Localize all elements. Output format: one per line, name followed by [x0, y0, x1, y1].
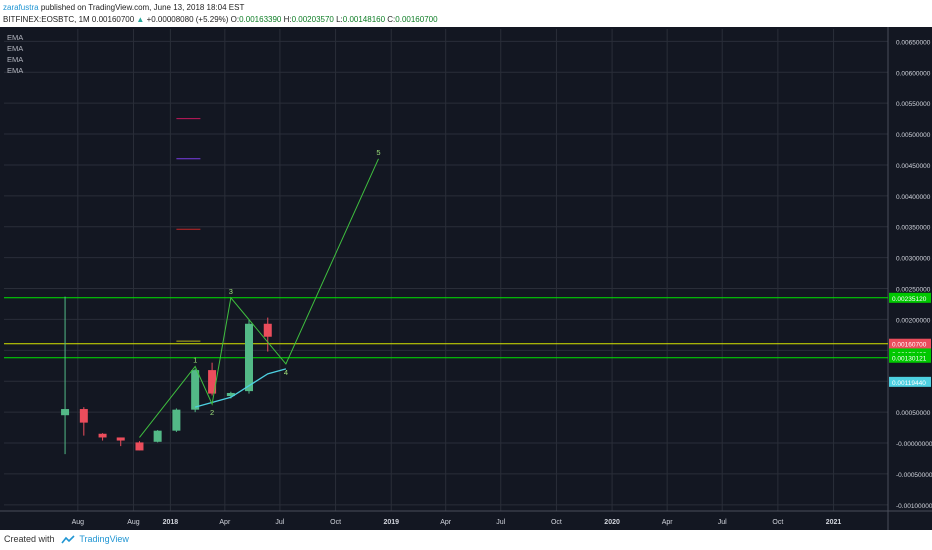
author-link[interactable]: zarafustra	[3, 3, 39, 12]
x-tick-label: Apr	[219, 519, 231, 526]
low-value: 0.00148160	[342, 15, 386, 24]
x-tick-label: Aug	[72, 519, 85, 526]
x-tick-label: Oct	[772, 519, 783, 526]
candle-body	[153, 430, 162, 442]
footer: Created with TradingView	[4, 534, 129, 544]
candle-body	[116, 437, 125, 441]
price-label-text: 0.00119440	[892, 380, 926, 387]
y-tick-label: 0.00300000	[896, 256, 931, 263]
x-tick-label: Jul	[718, 519, 727, 526]
symbol-label: BITFINEX:EOSBTC, 1M	[3, 15, 90, 24]
ema-curve	[194, 368, 287, 408]
wave-label: 4	[284, 368, 288, 377]
y-tick-label: -0.00100000	[896, 503, 932, 510]
y-tick-label: 0.00050000	[896, 410, 931, 417]
x-tick-label: 2020	[604, 519, 620, 526]
level-label-box	[889, 292, 931, 303]
y-tick-label: 0.00550000	[896, 101, 931, 108]
x-tick-label: Aug	[127, 519, 140, 526]
candle-body	[208, 370, 217, 394]
price-chart[interactable]: 0.00650000 0.00600000 0.00550000 0.00500000…	[0, 27, 932, 530]
last-price: 0.00160700	[91, 15, 135, 24]
x-tick-label: 2018	[163, 519, 179, 526]
published-text: published on TradingView.com, June 13, 2…	[40, 3, 245, 12]
high-value: 0.00203570	[291, 15, 334, 24]
tradingview-logo-icon	[61, 535, 75, 544]
close-label: C:	[387, 15, 396, 24]
high-label: H:	[283, 15, 292, 24]
wave-label: 3	[229, 287, 233, 296]
x-tick-label: Apr	[440, 519, 452, 526]
y-tick-label: 0.00350000	[896, 225, 931, 232]
chart-area[interactable]: 0.00650000 0.00600000 0.00550000 0.00500000…	[0, 27, 932, 530]
chart-background	[0, 27, 932, 530]
y-tick-label: 0.00400000	[896, 194, 931, 201]
x-tick-label: Oct	[551, 519, 562, 526]
candle-body	[191, 370, 200, 410]
tradingview-brand-link[interactable]: TradingView	[79, 534, 129, 544]
x-tick-label: Jul	[275, 519, 284, 526]
candle-body	[79, 409, 88, 423]
x-tick-label: Oct	[330, 519, 341, 526]
y-tick-label: 0.00500000	[896, 132, 931, 139]
x-tick-label: 2021	[826, 519, 842, 526]
low-label: L:	[336, 15, 343, 24]
wave-label: 2	[210, 408, 214, 417]
price-label-text: 0.00160700	[892, 342, 927, 349]
open-value: 0.00163390	[239, 15, 282, 24]
price-label-box	[889, 338, 931, 349]
open-label: O:	[230, 15, 240, 24]
candle-body	[172, 409, 181, 431]
y-tick-label: 0.00650000	[896, 39, 931, 46]
candle-body	[245, 323, 254, 392]
wave-label: 1	[193, 355, 197, 364]
y-tick-label: 0.00600000	[896, 70, 931, 77]
close-value: 0.00160700	[395, 15, 438, 24]
candle-body	[98, 433, 107, 438]
ohlc-line: BITFINEX:EOSBTC, 1M 0.00160700 ▲ +0.0000…	[3, 14, 438, 26]
y-tick-label: 0.00250000	[896, 287, 931, 294]
candle-body	[263, 323, 272, 337]
publish-line: zarafustra published on TradingView.com,…	[3, 2, 244, 14]
y-tick-label: 0.00200000	[896, 317, 931, 324]
ema-indicator-label: EMA	[7, 66, 23, 75]
price-label-box	[889, 376, 931, 387]
created-with-text: Created with	[4, 534, 55, 544]
y-tick-label: -0.00050000	[896, 472, 932, 479]
candle-body	[135, 442, 144, 451]
change-arrow-icon: ▲	[136, 15, 145, 24]
elliott-wave-line	[139, 158, 379, 438]
y-tick-label: 0.00450000	[896, 163, 931, 170]
x-tick-label: 2019	[383, 519, 399, 526]
x-tick-label: Apr	[662, 519, 674, 526]
ema-indicator-label: EMA	[7, 55, 23, 64]
x-tick-label: Jul	[496, 519, 505, 526]
candle-body	[226, 392, 235, 397]
ema-indicator-label: EMA	[7, 44, 23, 53]
level-label-text: 0.00235120	[892, 296, 927, 303]
ema-indicator-label: EMA	[7, 33, 23, 42]
change-value: +0.00008080 (+5.29%)	[146, 15, 229, 24]
price-label-box	[889, 352, 931, 363]
price-label-text: 0.00130121	[892, 356, 927, 363]
wave-label: 5	[376, 148, 380, 157]
y-tick-label: -0.00000000	[896, 441, 932, 448]
candle-body	[61, 409, 70, 416]
